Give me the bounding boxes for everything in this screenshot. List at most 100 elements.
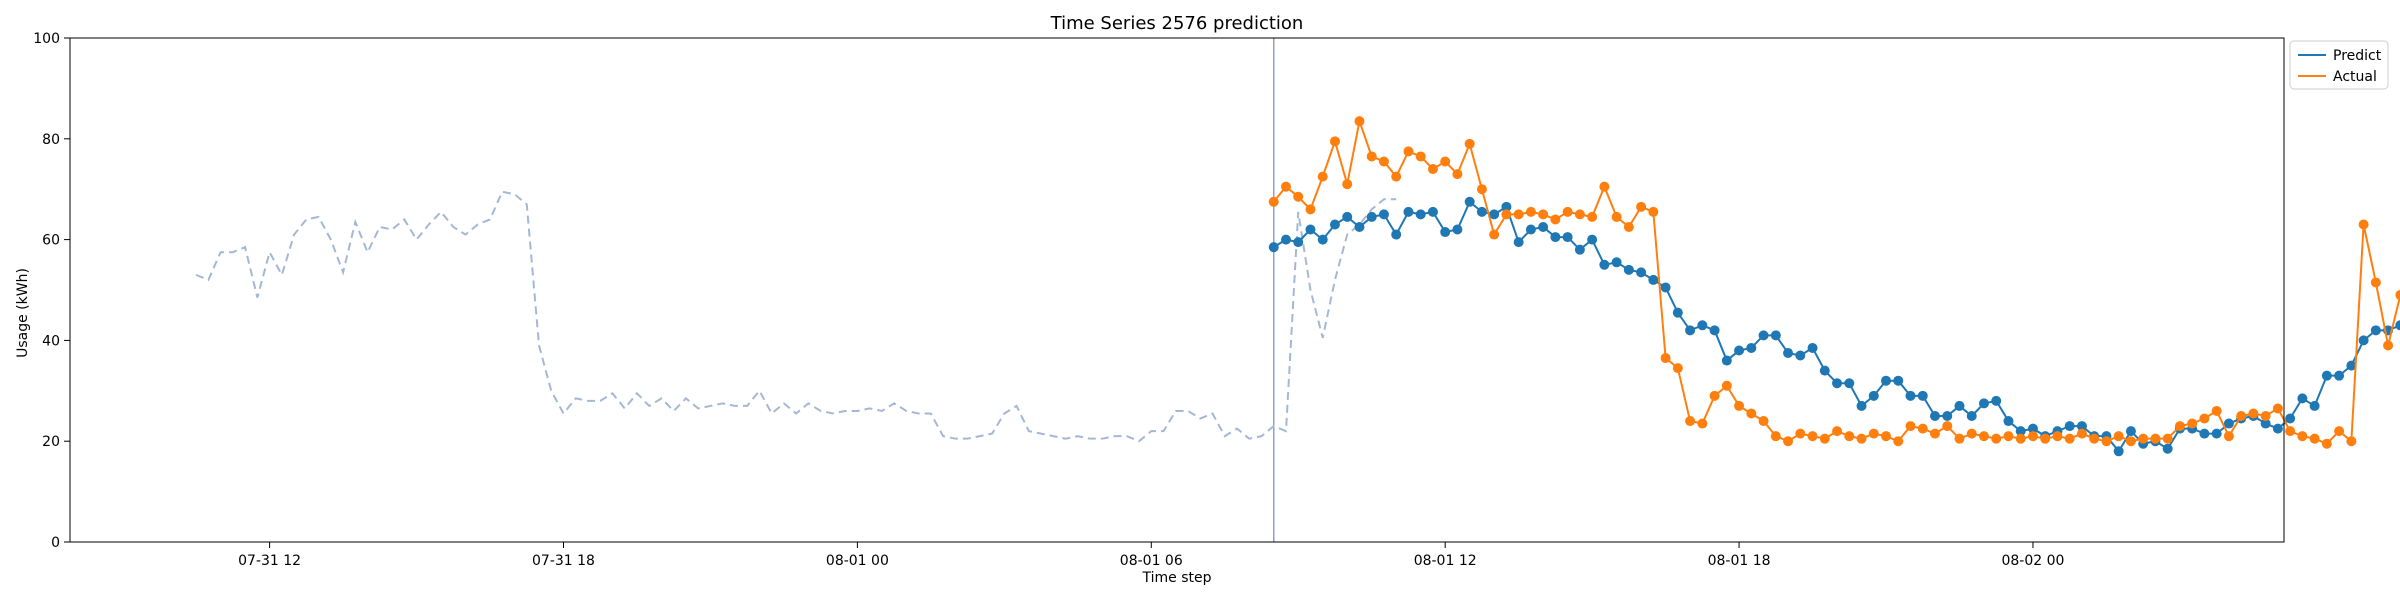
data-point-actual [1317, 171, 1328, 182]
data-point-predict [1942, 411, 1953, 421]
y-tick-label: 80 [42, 132, 60, 148]
data-point-actual [2260, 411, 2271, 421]
data-point-actual [1966, 428, 1977, 439]
data-point-actual [1991, 433, 2002, 444]
data-point-predict [1746, 342, 1757, 353]
series-actual [1268, 116, 2400, 449]
data-point-actual [2321, 438, 2332, 449]
data-point-actual [2223, 431, 2234, 442]
data-point-actual [1942, 421, 1953, 432]
data-point-predict [1660, 282, 1671, 293]
data-point-actual [1329, 136, 1340, 147]
data-point-predict [1550, 232, 1561, 243]
data-point-predict [2211, 428, 2222, 439]
data-point-actual [1525, 206, 1536, 217]
chart-title: Time Series 2576 prediction [1050, 13, 1304, 34]
data-point-predict [1636, 267, 1647, 278]
y-tick-label: 20 [42, 434, 60, 450]
data-point-actual [2187, 418, 2198, 429]
data-point-predict [1709, 325, 1720, 336]
data-point-predict [2223, 418, 2234, 429]
data-point-predict [1305, 224, 1316, 235]
data-point-predict [2162, 443, 2173, 454]
data-point-predict [1574, 244, 1585, 255]
legend-label-predict: Predict [2333, 48, 2382, 64]
data-point-predict [1648, 274, 1659, 285]
data-point-predict [1366, 211, 1377, 222]
data-point-predict [1464, 196, 1475, 207]
data-point-actual [1550, 214, 1561, 225]
data-point-actual [2113, 431, 2124, 442]
data-point-predict [1293, 237, 1304, 248]
data-point-actual [2064, 433, 2075, 444]
data-point-predict [1562, 232, 1573, 243]
data-point-predict [1783, 348, 1794, 358]
data-point-actual [1783, 436, 1794, 447]
data-point-actual [2040, 433, 2051, 444]
data-point-predict [1917, 390, 1928, 401]
data-point-actual [1464, 138, 1475, 149]
data-point-actual [2052, 431, 2063, 442]
data-point-predict [2027, 423, 2038, 434]
x-axis-label: Time step [1142, 570, 1212, 586]
data-point-predict [2113, 446, 2124, 457]
data-point-actual [2101, 436, 2112, 447]
data-point-predict [1770, 330, 1781, 341]
data-point-actual [1366, 151, 1377, 162]
data-point-actual [1905, 421, 1916, 432]
data-point-predict [2260, 418, 2271, 429]
data-point-predict [1832, 378, 1843, 389]
data-point-actual [1709, 390, 1720, 401]
data-point-predict [2003, 416, 2014, 427]
x-tick-label: 07-31 12 [238, 553, 301, 569]
data-point-actual [2125, 436, 2136, 447]
data-point-actual [1623, 222, 1634, 232]
data-point-actual [1378, 156, 1389, 167]
data-point-actual [2248, 408, 2259, 419]
legend: Predict Actual [2289, 40, 2389, 90]
data-point-predict [1844, 378, 1855, 389]
x-tick-label: 08-02 00 [2001, 553, 2064, 569]
data-point-actual [2309, 433, 2320, 444]
data-point-predict [1734, 345, 1745, 356]
data-point-predict [1268, 242, 1279, 253]
data-point-predict [2309, 400, 2320, 411]
data-point-actual [1758, 416, 1769, 427]
data-point-predict [1930, 411, 1940, 421]
data-point-predict [1513, 237, 1524, 248]
data-point-predict [1403, 206, 1414, 217]
data-point-predict [1587, 234, 1598, 245]
data-point-actual [2076, 428, 2087, 439]
data-point-actual [1501, 209, 1512, 220]
data-point-actual [2346, 436, 2357, 447]
data-point-actual [1538, 209, 1549, 220]
data-point-actual [2162, 433, 2173, 444]
data-point-predict [2285, 413, 2296, 424]
data-point-actual [2236, 411, 2247, 421]
data-point-predict [1893, 375, 1904, 386]
data-point-actual [1978, 431, 1989, 442]
x-tick-label: 08-01 18 [1708, 553, 1771, 569]
data-point-predict [1427, 206, 1438, 217]
data-point-actual [1697, 418, 1708, 429]
data-point-predict [1819, 365, 1830, 376]
data-point-actual [1721, 380, 1732, 391]
data-point-actual [1868, 428, 1879, 439]
data-point-predict [1538, 222, 1549, 232]
data-point-predict [2321, 370, 2332, 381]
data-point-actual [1807, 431, 1818, 442]
data-point-predict [2076, 421, 2087, 432]
data-point-actual [1795, 428, 1806, 439]
data-point-actual [2272, 403, 2283, 414]
data-point-predict [1611, 257, 1622, 268]
x-tick-label: 07-31 18 [532, 553, 595, 569]
data-point-actual [2370, 277, 2381, 288]
history-line [195, 190, 1397, 443]
data-point-actual [1685, 416, 1696, 427]
plot-area: 0 20 40 60 80 100 07-31 12 07-31 18 08-01 00 08-0… [33, 31, 2400, 569]
data-point-predict [1501, 201, 1512, 212]
data-point-actual [1574, 209, 1585, 220]
x-tick-label: 08-01 00 [826, 553, 889, 569]
data-point-predict [1697, 320, 1708, 331]
